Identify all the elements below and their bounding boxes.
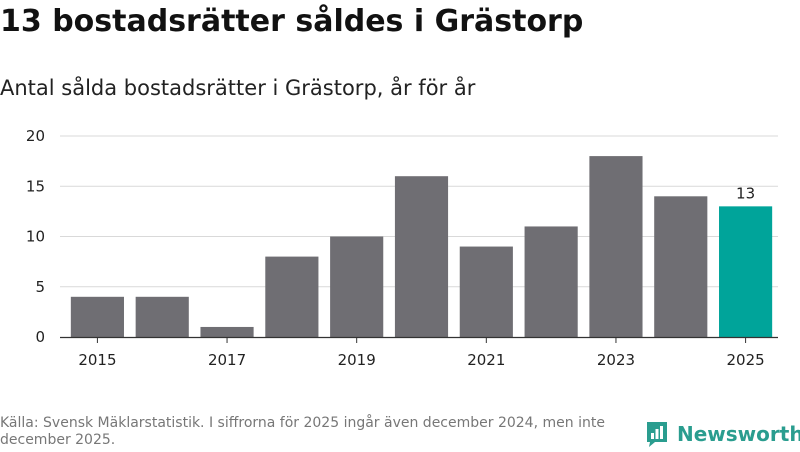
newsworthy-logo: Newsworthy — [645, 420, 800, 448]
source-note: Källa: Svensk Mäklarstatistik. I siffror… — [0, 415, 605, 448]
y-tick-label: 15 — [26, 177, 45, 195]
x-tick-label: 2015 — [78, 351, 116, 369]
data-label: 13 — [736, 184, 755, 202]
bar-2017 — [200, 326, 254, 337]
bar-2018 — [265, 256, 319, 337]
y-tick-label: 0 — [35, 328, 45, 346]
bar-2019 — [330, 236, 384, 337]
x-tick-label: 2019 — [338, 351, 376, 369]
newsworthy-logo-text: Newsworthy — [677, 422, 800, 446]
bar-2025 — [719, 206, 773, 337]
bar-2024 — [654, 196, 708, 337]
chart-subtitle: Antal sålda bostadsrätter i Grästorp, år… — [0, 76, 476, 100]
y-tick-label: 10 — [26, 228, 45, 246]
bar-2021 — [459, 246, 513, 337]
bar-2016 — [135, 296, 189, 337]
newsworthy-logo-icon — [645, 420, 669, 448]
bar-2023 — [589, 156, 643, 337]
x-tick-label: 2025 — [726, 351, 764, 369]
x-tick-label: 2017 — [208, 351, 246, 369]
bar-2020 — [394, 176, 449, 337]
x-tick-label: 2023 — [597, 351, 635, 369]
bar-2022 — [524, 226, 578, 337]
y-tick-label: 20 — [26, 127, 45, 145]
y-tick-label: 5 — [35, 278, 45, 296]
x-tick-label: 2021 — [467, 351, 505, 369]
chart-title: 13 bostadsrätter såldes i Grästorp — [0, 4, 584, 39]
bar-2015 — [70, 296, 124, 337]
